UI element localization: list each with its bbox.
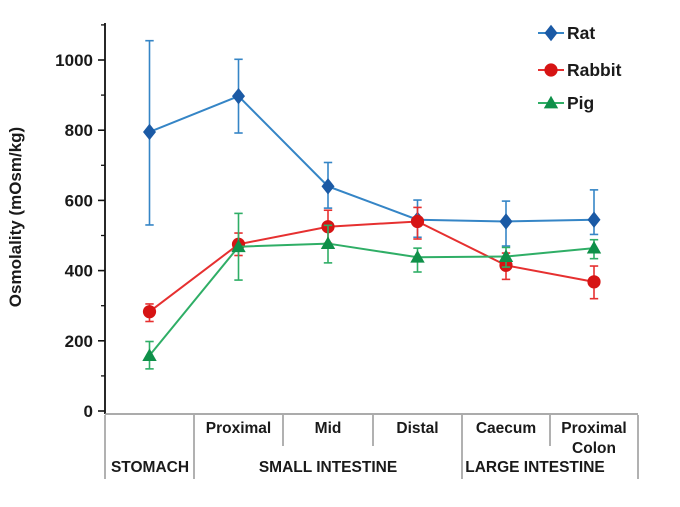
legend-item-rabbit: Rabbit — [538, 60, 622, 80]
data-point-circle — [544, 63, 558, 77]
y-tick-label: 400 — [65, 262, 93, 281]
data-point-circle — [142, 305, 157, 319]
region-group-label: STOMACH — [111, 459, 189, 476]
data-point-triangle — [142, 348, 157, 361]
y-tick-label: 200 — [65, 332, 93, 351]
legend-label: Rabbit — [567, 60, 622, 80]
data-point-triangle — [410, 250, 425, 263]
region-group-label: LARGE INTESTINE — [465, 459, 605, 476]
data-point-circle — [410, 214, 425, 229]
series-line — [148, 242, 595, 357]
y-tick-label: 1000 — [55, 51, 93, 70]
series-line — [148, 220, 595, 313]
legend: Rat Rabbit Pig — [538, 23, 622, 113]
region-group-label: SMALL INTESTINE — [259, 459, 397, 476]
series-rat — [143, 39, 601, 247]
data-point-diamond — [587, 211, 601, 228]
y-tick-label: 800 — [65, 121, 93, 140]
segment-label: Colon — [572, 440, 616, 457]
segment-label: Proximal — [206, 420, 271, 437]
series-pig — [142, 212, 602, 370]
series-line — [149, 94, 595, 223]
legend-label: Rat — [567, 23, 595, 43]
segment-label: Mid — [315, 420, 342, 437]
data-point-circle — [587, 275, 601, 289]
data-point-triangle — [231, 239, 246, 253]
segment-label: Proximal — [561, 420, 626, 437]
data-point-diamond — [544, 24, 558, 42]
series-rabbit — [142, 206, 601, 323]
y-axis: 0 200 400 600 800 1000 Osmolality (mOsm/kg) — [6, 23, 106, 421]
legend-item-rat: Rat — [538, 23, 595, 43]
legend-item-pig: Pig — [538, 93, 594, 113]
data-point-diamond — [499, 213, 513, 230]
data-point-triangle — [586, 240, 602, 254]
data-point-diamond — [143, 123, 156, 141]
legend-label: Pig — [567, 93, 594, 113]
y-tick-label: 0 — [84, 402, 93, 421]
segment-label: Distal — [396, 420, 438, 437]
x-axis-region-table: Proximal Mid Distal Caecum Proximal Colon STOM… — [104, 413, 639, 479]
data-point-triangle — [543, 95, 559, 109]
data-point-triangle — [498, 249, 514, 262]
data-point-triangle — [320, 236, 336, 249]
y-tick-label: 600 — [65, 191, 93, 210]
data-point-diamond — [232, 87, 245, 105]
data-point-diamond — [321, 178, 335, 195]
y-axis-title: Osmolality (mOsm/kg) — [6, 127, 25, 307]
segment-label: Caecum — [476, 420, 536, 437]
